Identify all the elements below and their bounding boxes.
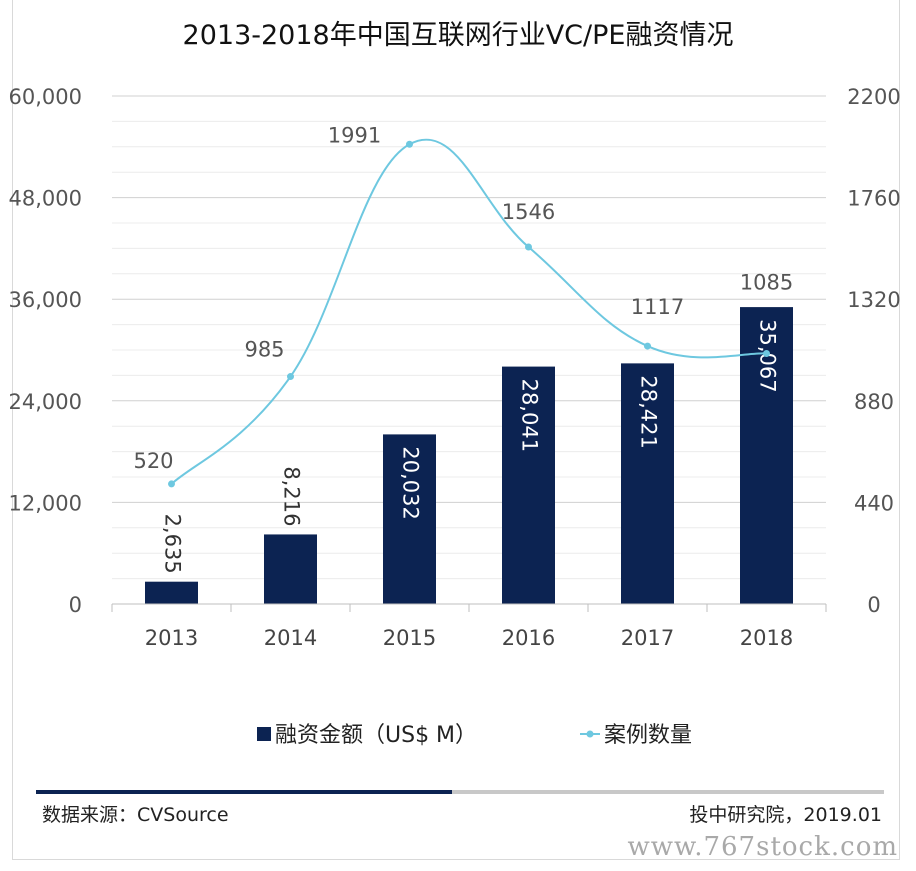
gridlines	[112, 95, 826, 580]
source-note: 数据来源：CVSource	[42, 804, 229, 826]
bar	[502, 366, 555, 604]
chart-title: 2013-2018年中国互联网行业VC/PE融资情况	[183, 20, 734, 51]
chart-frame	[12, 0, 900, 860]
y-left-tick-label: 60,000	[9, 85, 82, 109]
y-left-tick-label: 48,000	[9, 187, 82, 211]
line-value-label: 1991	[328, 123, 381, 147]
line-value-label: 1085	[740, 270, 793, 294]
line-point	[525, 243, 532, 251]
x-tick-label: 2017	[621, 626, 674, 650]
axes: 0 12,000 24,000 36,000 48,000 60,000 0 440 880 13…	[9, 85, 901, 650]
line-point	[763, 349, 770, 357]
x-tick-label: 2015	[383, 626, 436, 650]
legend-line-label: 案例数量	[604, 723, 692, 748]
line-series: 520 985 1991 1546 1117 1085	[133, 123, 793, 488]
line-value-label: 520	[133, 449, 173, 473]
x-tick-label: 2014	[264, 626, 317, 650]
y-left-tick-label: 0	[69, 593, 82, 617]
line-value-label: 1546	[502, 200, 555, 224]
line-value-label: 985	[244, 338, 284, 362]
y-right-tick-label: 880	[854, 390, 894, 414]
y-left-tick-label: 24,000	[9, 390, 82, 414]
legend-line-marker	[586, 730, 594, 738]
y-right-tick-label: 1320	[847, 288, 900, 312]
y-right-tick-label: 2200	[847, 85, 900, 109]
x-tick-label: 2013	[145, 626, 198, 650]
bar	[145, 581, 198, 604]
line-point	[644, 342, 651, 350]
publisher-note: 投中研究院，2019.01	[689, 804, 882, 826]
line-point	[406, 140, 413, 148]
bar	[264, 534, 317, 604]
legend-bar-swatch	[257, 727, 271, 741]
bar-value-label: 28,041	[518, 379, 542, 452]
legend-bar-label: 融资金额（US$ M）	[275, 723, 477, 748]
bar-value-label: 2,635	[161, 514, 185, 574]
bar-value-label: 8,216	[280, 466, 304, 526]
bar-value-label: 28,421	[637, 375, 661, 448]
y-left-tick-label: 36,000	[9, 288, 82, 312]
chart: 2013-2018年中国互联网行业VC/PE融资情况 2,635 8,216 20,…	[9, 20, 901, 748]
y-right-tick-label: 1760	[847, 187, 900, 211]
footer-bar-dark	[36, 790, 452, 794]
line-point	[287, 373, 294, 381]
x-tick-label: 2018	[740, 626, 793, 650]
y-right-tick-label: 440	[854, 491, 894, 515]
legend: 融资金额（US$ M） 案例数量	[257, 723, 692, 748]
bar-value-label: 20,032	[399, 446, 423, 519]
line-value-label: 1117	[631, 295, 684, 319]
line-point	[168, 480, 175, 488]
y-left-tick-label: 12,000	[9, 491, 82, 515]
watermark: www.767stock.com	[627, 832, 898, 862]
x-tick-label: 2016	[502, 626, 555, 650]
bar	[621, 363, 674, 604]
footer-bar-light	[452, 790, 884, 794]
y-right-tick-label: 0	[867, 593, 880, 617]
bar	[383, 434, 436, 604]
